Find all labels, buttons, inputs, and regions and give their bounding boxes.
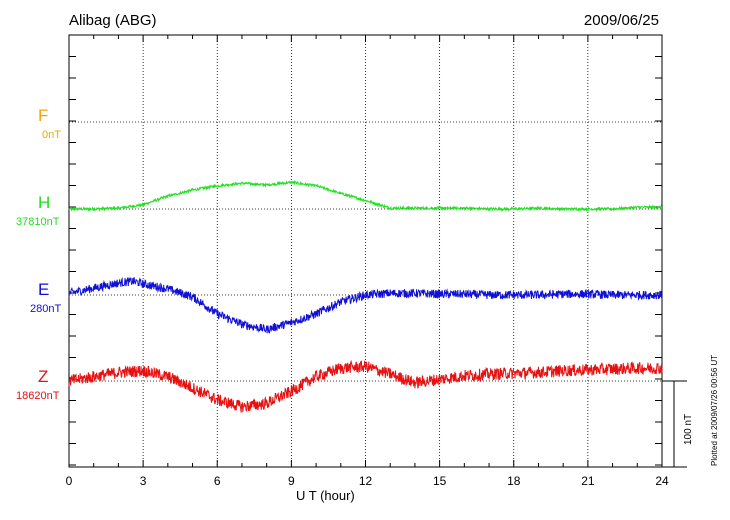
x-tick-label-0: 0 [66,474,73,488]
component-h-label: H [38,193,51,212]
x-axis-title: U T (hour) [296,488,355,503]
station-title: Alibag (ABG) [69,12,157,29]
x-tick-label-24: 24 [655,474,669,488]
series-z-line [68,359,663,413]
component-f-baseline: 0nT [42,129,61,141]
x-tick-label-15: 15 [433,474,447,488]
data-series [68,179,663,413]
component-z-label: Z [38,367,49,386]
component-f-label: F [38,106,49,125]
series-h-line [68,179,663,213]
scale-bar [662,380,687,468]
x-tick-label-6: 6 [214,474,221,488]
component-e-label: E [38,280,50,299]
component-h-baseline: 37810nT [16,216,60,228]
x-tick-labels: 0 3 6 9 12 15 18 21 24 [66,474,669,488]
x-tick-label-12: 12 [359,474,373,488]
series-e-line [68,276,663,335]
x-tick-label-9: 9 [288,474,295,488]
component-z-baseline: 18620nT [16,390,60,402]
x-tick-label-18: 18 [507,474,521,488]
component-e-baseline: 280nT [30,303,62,315]
plot-date: 2009/06/25 [583,12,659,29]
x-tick-label-21: 21 [581,474,595,488]
grid-lines [69,35,662,467]
x-tick-label-3: 3 [140,474,147,488]
